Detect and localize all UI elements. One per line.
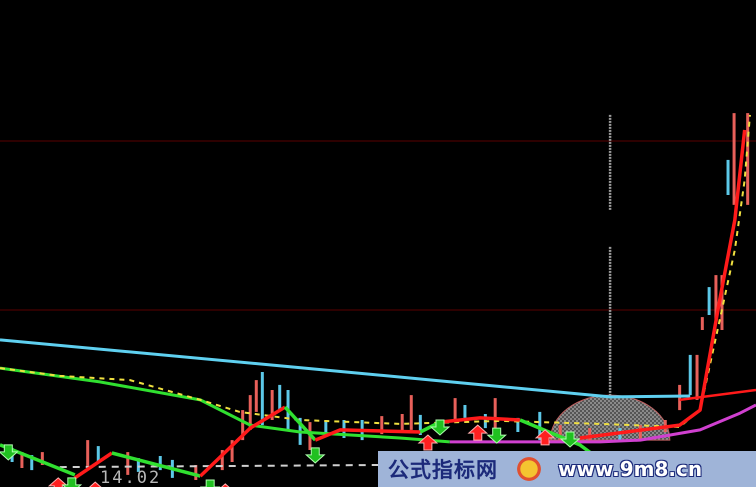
watermark-banner: 公式指标网 www.9m8.cn <box>378 451 756 487</box>
down-arrow-icon <box>559 431 581 448</box>
down-arrow-icon <box>304 447 326 464</box>
short-ma-segment <box>199 405 286 478</box>
up-arrow-icon <box>88 481 102 487</box>
up-arrow-icon <box>221 483 230 487</box>
watermark-url: www.9m8.cn <box>558 457 703 481</box>
watermark-site-name: 公式指标网 <box>388 458 498 482</box>
down-arrow-icon <box>0 444 19 461</box>
down-arrow-icon <box>61 477 83 487</box>
up-arrow-icon <box>467 424 489 441</box>
short-ma-segment <box>73 451 113 480</box>
up-arrow-icon <box>417 434 439 451</box>
short-ma-segment <box>111 451 201 478</box>
ma-line-green <box>0 366 450 444</box>
short-ma-segment <box>439 416 521 424</box>
ma-line-cyan <box>0 338 691 399</box>
down-arrow-icon <box>486 427 508 444</box>
price-label: 14.02 <box>100 468 162 487</box>
ma-line-red <box>679 388 756 402</box>
short-ma-segment <box>314 428 421 442</box>
down-arrow-icon <box>429 419 451 436</box>
short-ma-segment <box>283 405 317 442</box>
ma-line-yellow-dashed <box>0 114 751 428</box>
watermark-logo-icon <box>514 454 544 484</box>
up-arrow-icon <box>534 429 556 446</box>
white-dashed-line <box>59 464 381 469</box>
short-ma-segment <box>579 129 747 440</box>
down-arrow-icon <box>199 479 221 487</box>
